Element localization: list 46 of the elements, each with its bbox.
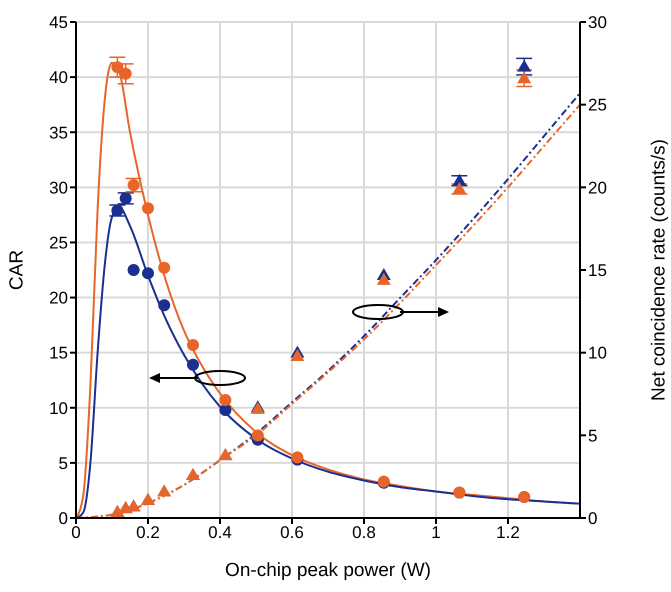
y-tick-label: 35 bbox=[49, 123, 68, 142]
x-tick-label: 1 bbox=[431, 523, 441, 542]
point bbox=[120, 192, 132, 204]
y-tick-label: 15 bbox=[49, 344, 68, 363]
x-tick-label: 0.6 bbox=[280, 523, 304, 542]
x-tick-label: 0 bbox=[71, 523, 81, 542]
y-axis-title: CAR bbox=[6, 250, 28, 290]
y2-tick-label: 10 bbox=[588, 344, 607, 363]
y-tick-label: 45 bbox=[49, 13, 68, 32]
y-tick-label: 40 bbox=[49, 68, 68, 88]
x-tick-label: 0.2 bbox=[136, 523, 160, 542]
y2-tick-label: 30 bbox=[588, 13, 607, 32]
point bbox=[219, 404, 232, 416]
point bbox=[158, 262, 170, 274]
point bbox=[142, 202, 154, 214]
y-tick-label: 5 bbox=[58, 454, 68, 473]
y-tick-label: 10 bbox=[49, 398, 68, 418]
x-axis-title: On-chip peak power (W) bbox=[225, 560, 431, 581]
y-tick-label: 30 bbox=[49, 178, 68, 198]
point bbox=[128, 264, 140, 276]
y2-tick-label: 0 bbox=[588, 509, 598, 528]
point bbox=[120, 68, 132, 80]
y-tick-label: 25 bbox=[49, 233, 68, 252]
point bbox=[517, 71, 532, 84]
point bbox=[158, 299, 170, 312]
point bbox=[187, 358, 199, 371]
y-tick-label: 20 bbox=[49, 288, 68, 308]
x-tick-label: 0.8 bbox=[352, 523, 376, 542]
y2-tick-label: 5 bbox=[588, 426, 598, 446]
point bbox=[142, 267, 154, 280]
point bbox=[517, 60, 532, 72]
point bbox=[376, 272, 391, 285]
x-tick-label: 1.2 bbox=[496, 523, 520, 542]
point bbox=[290, 348, 304, 361]
y-tick-label: 0 bbox=[58, 509, 68, 528]
point bbox=[111, 61, 124, 74]
y2-tick-label: 15 bbox=[588, 261, 607, 280]
point bbox=[187, 338, 199, 351]
point bbox=[252, 429, 264, 442]
y2-tick-label: 25 bbox=[588, 96, 607, 115]
point bbox=[111, 204, 124, 216]
point bbox=[128, 179, 140, 192]
x-tick-label: 0.4 bbox=[208, 523, 232, 542]
point bbox=[219, 394, 232, 406]
y2-tick-label: 20 bbox=[588, 178, 607, 198]
point bbox=[291, 451, 304, 464]
